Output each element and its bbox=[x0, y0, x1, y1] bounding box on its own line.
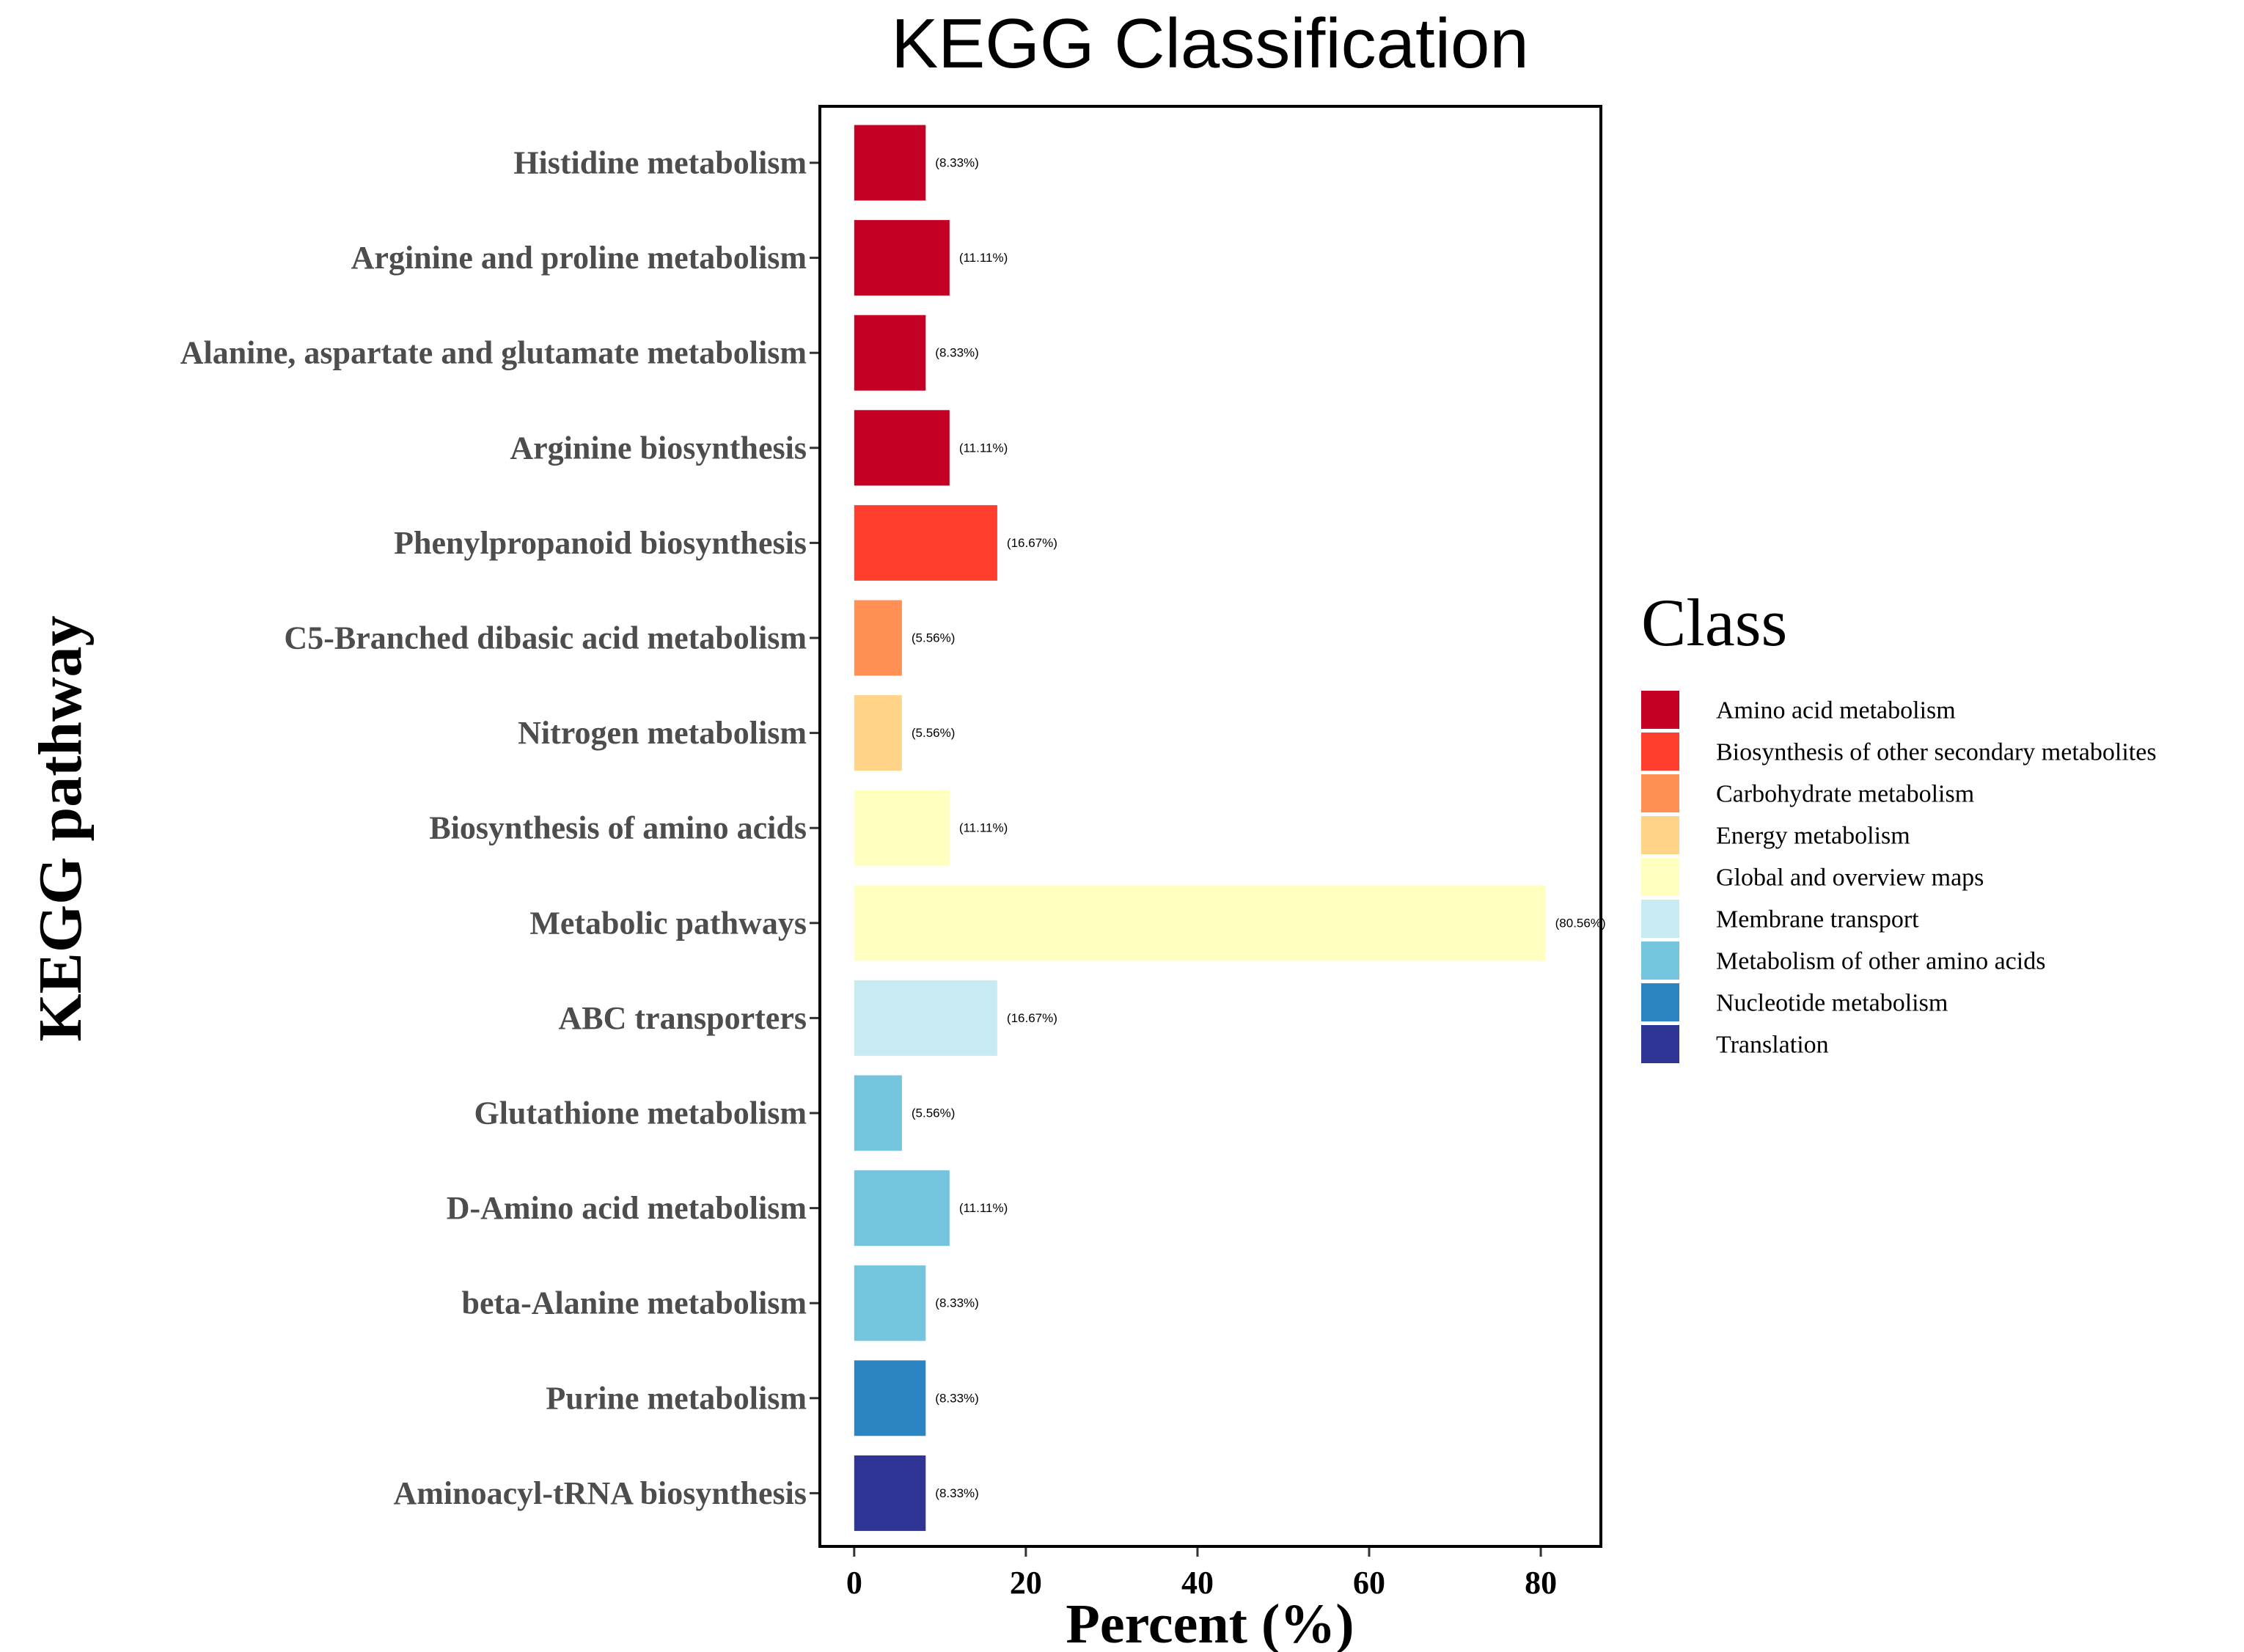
bar bbox=[854, 125, 926, 201]
legend-label: Biosynthesis of other secondary metaboli… bbox=[1716, 739, 2157, 766]
data-label: (8.33%) bbox=[935, 1296, 979, 1310]
x-axis-ticks: 0 20 40 60 80 bbox=[846, 1546, 1557, 1601]
bar bbox=[854, 790, 950, 866]
legend-swatch bbox=[1641, 733, 1679, 771]
y-axis-title: KEGG pathway bbox=[26, 615, 95, 1041]
y-tick-label: ABC transporters bbox=[558, 1000, 807, 1036]
y-tick-label: C5-Branched dibasic acid metabolism bbox=[284, 620, 807, 656]
bar bbox=[854, 695, 902, 771]
chart-title: KEGG Classification bbox=[891, 4, 1529, 83]
data-label: (8.33%) bbox=[935, 156, 979, 170]
y-tick-label: Glutathione metabolism bbox=[474, 1095, 807, 1131]
data-label: (8.33%) bbox=[935, 1391, 979, 1405]
y-tick-label: Alanine, aspartate and glutamate metabol… bbox=[180, 335, 807, 371]
y-tick-label: Nitrogen metabolism bbox=[518, 715, 807, 751]
legend-label: Global and overview maps bbox=[1716, 864, 1984, 892]
legend-label: Energy metabolism bbox=[1716, 823, 1910, 850]
legend-swatch bbox=[1641, 691, 1679, 729]
bar bbox=[854, 1265, 926, 1341]
legend-swatch bbox=[1641, 983, 1679, 1021]
y-tick-label: Phenylpropanoid biosynthesis bbox=[394, 525, 807, 561]
x-tick-label: 0 bbox=[846, 1565, 862, 1601]
legend-swatch bbox=[1641, 1025, 1679, 1063]
legend-label: Carbohydrate metabolism bbox=[1716, 781, 1974, 808]
data-label: (16.67%) bbox=[1007, 1011, 1057, 1025]
x-tick-label: 40 bbox=[1181, 1565, 1214, 1601]
legend-swatch bbox=[1641, 774, 1679, 812]
bar bbox=[854, 315, 926, 391]
bar bbox=[854, 1170, 950, 1247]
data-label: (8.33%) bbox=[935, 1486, 979, 1500]
x-tick-label: 80 bbox=[1525, 1565, 1557, 1601]
y-tick-label: Biosynthesis of amino acids bbox=[429, 810, 807, 846]
legend-label: Membrane transport bbox=[1716, 906, 1919, 933]
data-label: (16.67%) bbox=[1007, 536, 1057, 550]
legend-swatch bbox=[1641, 816, 1679, 854]
bar bbox=[854, 410, 950, 486]
legend-items: Amino acid metabolism Biosynthesis of oth… bbox=[1641, 691, 2157, 1063]
legend-label: Translation bbox=[1716, 1032, 1829, 1059]
legend-label: Amino acid metabolism bbox=[1716, 697, 1956, 724]
data-label: (5.56%) bbox=[912, 1106, 956, 1120]
bar bbox=[854, 885, 1546, 961]
bar bbox=[854, 1455, 926, 1531]
y-tick-label: beta-Alanine metabolism bbox=[461, 1285, 807, 1321]
data-label: (11.11%) bbox=[959, 821, 1008, 835]
y-tick-label: Histidine metabolism bbox=[513, 145, 807, 181]
y-tick-label: D-Amino acid metabolism bbox=[447, 1190, 807, 1226]
x-tick-label: 20 bbox=[1010, 1565, 1042, 1601]
legend-swatch bbox=[1641, 941, 1679, 980]
y-tick-label: Aminoacyl-tRNA biosynthesis bbox=[394, 1475, 807, 1511]
value-labels: (8.33%) (11.11%) (8.33%) (11.11%) (16.67%) (5… bbox=[912, 156, 1606, 1500]
legend-label: Nucleotide metabolism bbox=[1716, 990, 1948, 1017]
y-tick-labels: Histidine metabolism Arginine and proline… bbox=[180, 145, 820, 1511]
bar bbox=[854, 504, 997, 581]
bar bbox=[854, 1075, 902, 1151]
y-tick-label: Purine metabolism bbox=[546, 1380, 807, 1416]
data-label: (8.33%) bbox=[935, 346, 979, 360]
data-label: (80.56%) bbox=[1555, 916, 1606, 930]
bar bbox=[854, 220, 950, 296]
x-tick-label: 60 bbox=[1353, 1565, 1385, 1601]
data-label: (11.11%) bbox=[959, 1201, 1008, 1215]
legend-swatch bbox=[1641, 900, 1679, 938]
data-label: (11.11%) bbox=[959, 251, 1008, 265]
legend-title: Class bbox=[1641, 585, 1787, 660]
y-tick-label: Arginine and proline metabolism bbox=[351, 240, 807, 276]
data-label: (5.56%) bbox=[912, 726, 956, 740]
bar bbox=[854, 600, 902, 676]
y-tick-label: Metabolic pathways bbox=[529, 905, 807, 941]
plot-panel-border bbox=[818, 105, 1602, 1548]
bar bbox=[854, 980, 997, 1056]
y-tick-label: Arginine biosynthesis bbox=[510, 430, 807, 466]
data-label: (11.11%) bbox=[959, 441, 1008, 455]
data-label: (5.56%) bbox=[912, 631, 956, 645]
legend: Class Amino acid metabolism Biosynthesis … bbox=[1641, 585, 2157, 1063]
legend-label: Metabolism of other amino acids bbox=[1716, 948, 2045, 975]
legend-swatch bbox=[1641, 858, 1679, 896]
bars-layer bbox=[854, 125, 1546, 1531]
bar bbox=[854, 1360, 926, 1436]
x-axis-title: Percent (%) bbox=[1066, 1593, 1354, 1652]
